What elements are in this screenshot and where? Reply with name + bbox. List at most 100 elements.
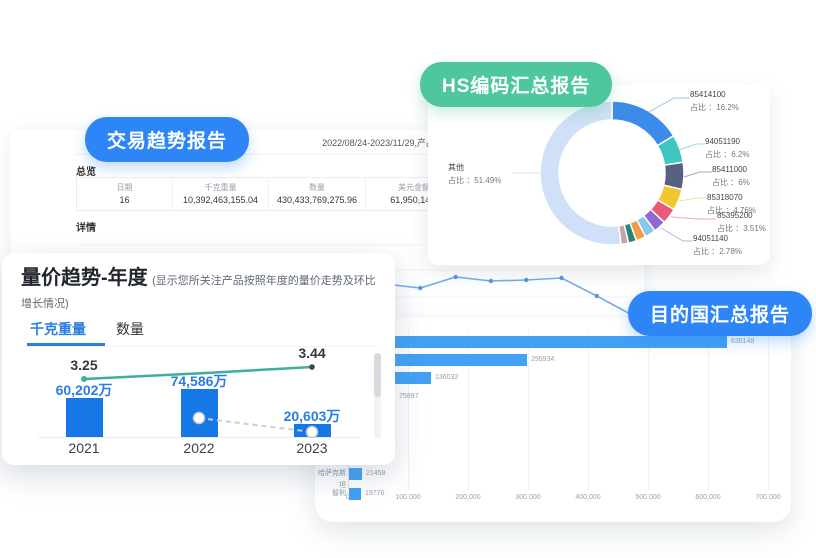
trade-line-point	[453, 274, 458, 280]
summary-col: 日期 16	[77, 178, 173, 210]
dest-x-tick: 300,000	[515, 494, 541, 501]
badge-hs-code: HS编码汇总报告	[420, 62, 613, 107]
hs-label: 85395200 占比 ：3.51%	[717, 209, 766, 235]
dest-bar	[349, 468, 362, 480]
summary-col-header: 日期	[116, 183, 133, 192]
vp-year-label: 2021	[68, 440, 100, 456]
dest-bar	[349, 336, 727, 348]
hs-label-pct: 占比 ：6.2%	[705, 150, 750, 159]
dest-gridline	[408, 330, 409, 490]
vp-bar	[65, 398, 103, 437]
vp-scrollbar-thumb[interactable]	[374, 353, 381, 397]
dest-x-tick: 500,000	[635, 494, 661, 501]
hs-label-pct: 占比 ：6%	[712, 178, 750, 187]
hs-leader-line	[683, 171, 712, 178]
dest-bar-value: 295934	[531, 356, 555, 364]
dest-bar-value: 136032	[435, 374, 459, 382]
summary-col-header: 美元金额	[398, 183, 430, 192]
hs-label-code: 94051190	[705, 137, 740, 146]
dest-gridline	[528, 330, 529, 490]
badge-trade-trend: 交易趋势报告	[85, 117, 250, 162]
summary-col-value: 10,392,463,155.04	[182, 195, 259, 205]
vp-year-label: 2022	[183, 440, 215, 456]
vp-bar-label: 60,202万	[55, 382, 113, 398]
summary-col-header: 千克重量	[204, 183, 237, 192]
donut-segment	[611, 100, 675, 147]
dest-bar-category: 智利	[332, 489, 346, 497]
hs-leader-line	[670, 216, 716, 220]
dest-bar-category: 哈萨克斯坦	[318, 470, 346, 489]
vp-bar	[180, 389, 218, 437]
hs-label-code: 85414100	[690, 90, 726, 99]
vp-line-point	[309, 364, 315, 370]
dest-bar-value: 19776	[365, 489, 385, 497]
summary-col: 数量 430,433,769,275.96	[269, 178, 366, 210]
dest-x-tick: 400,000	[575, 494, 601, 501]
trade-line-point	[594, 293, 599, 299]
hs-label-code: 85318070	[707, 193, 743, 202]
tab-quantity[interactable]: 数量	[116, 321, 144, 337]
hs-label-code: 94051140	[693, 234, 728, 243]
dest-x-tick: 700,000	[755, 494, 781, 501]
donut-segment	[539, 100, 622, 246]
summary-col-value: 430,433,769,275.96	[276, 195, 358, 205]
dest-x-tick: 200,000	[455, 494, 481, 501]
hs-label: 94051140 占比 ：2.78%	[693, 232, 742, 258]
hs-label: 85318070 占比 ：4.76%	[707, 191, 756, 217]
detail-label: 详情	[76, 223, 96, 234]
hs-label-pct: 占比 ：3.51%	[717, 224, 766, 233]
hs-leader-line	[678, 197, 707, 202]
vp-card-title: 量价趋势-年度	[21, 267, 148, 289]
summary-col-header: 数量	[309, 183, 325, 192]
vp-line-label: 3.44	[298, 345, 326, 362]
trade-line-point	[524, 277, 529, 283]
date-range: 2022/08/24-2023/11/29,产品编	[322, 138, 444, 148]
hs-label-pct: 占比 ：16.2%	[690, 103, 739, 112]
vp-axis-line	[38, 437, 360, 438]
dest-x-tick: 100,000	[395, 494, 421, 501]
tab-kg-weight[interactable]: 千克重量	[30, 321, 86, 337]
vp-card-subtitle: (显示您所关注产品按照年度的量价走势及环比增长情况)	[21, 275, 376, 310]
trade-line-point	[418, 285, 423, 291]
hs-label-pct: 占比 ：51.49%	[448, 176, 502, 185]
dest-bar-value: 630148	[731, 338, 755, 345]
overview-label: 总览	[76, 167, 96, 178]
trade-line-point	[559, 275, 564, 281]
hs-label-pct: 占比 ：4.76%	[707, 206, 756, 215]
hs-leader-line	[678, 143, 705, 151]
hs-leader-line	[660, 227, 693, 242]
dest-gridline	[768, 330, 769, 490]
hs-label-other: 其他 占比 ：51.49%	[448, 161, 501, 187]
active-tab-underline	[27, 343, 105, 346]
summary-col-value: 16	[119, 195, 130, 205]
summary-col: 千克重量 10,392,463,155.04	[173, 178, 269, 210]
dest-x-tick: 600,000	[695, 494, 721, 501]
vp-year-label: 2023	[296, 440, 328, 456]
hs-label: 85414100 占比 ：16.2%	[690, 88, 739, 114]
dest-bar-value: 21458	[366, 470, 386, 477]
vp-bar-label: 20,603万	[283, 408, 341, 424]
vp-bar-label: 74,586万	[170, 373, 228, 389]
volume-price-card: 量价趋势-年度 (显示您所关注产品按照年度的量价走势及环比增长情况) 千克重量 …	[2, 253, 395, 465]
hs-label-code: 其他	[448, 163, 464, 172]
hs-label-code: 85395200	[717, 211, 753, 220]
trade-line-point	[488, 278, 494, 284]
hs-donut-chart	[512, 97, 716, 246]
badge-destination: 目的国汇总报告	[628, 291, 813, 336]
hs-label: 85411000 占比 ：6%	[712, 163, 750, 189]
hs-label-pct: 占比 ：2.78%	[693, 247, 742, 256]
dest-gridline	[588, 330, 589, 490]
dest-bar-value: 75897	[399, 392, 419, 400]
trade-line	[384, 276, 633, 316]
vp-line-label: 3.25	[70, 357, 98, 373]
hs-label: 94051190 占比 ：6.2%	[705, 135, 749, 161]
hs-code-card: 其他 占比 ：51.49% 85414100 占比 ：16.2% 94051190 占…	[428, 85, 770, 265]
dest-bar	[349, 487, 361, 500]
hs-leader-line	[646, 97, 690, 114]
dest-gridline	[648, 330, 649, 490]
tab-row-border	[21, 346, 377, 347]
dest-gridline	[708, 330, 709, 490]
dest-gridline	[468, 330, 469, 490]
dest-x-tick: 0	[346, 494, 350, 501]
divider	[76, 154, 634, 155]
